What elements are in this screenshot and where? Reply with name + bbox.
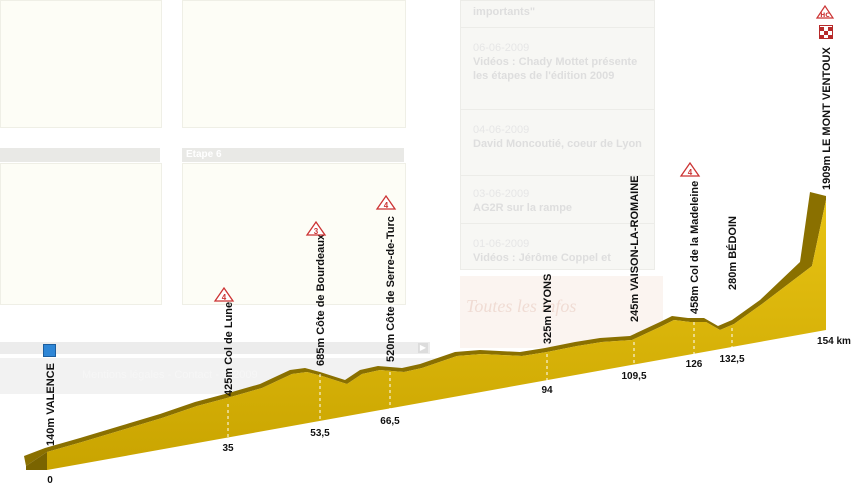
stage-thumbnail[interactable]	[0, 163, 162, 305]
promo-text: Toutes les infos	[466, 296, 577, 316]
news-date: 03-06-2009	[473, 188, 530, 200]
km-label: 0	[47, 475, 53, 486]
news-item[interactable]: 03-06-2009 AG2R sur la rampe	[461, 183, 654, 224]
waypoint-label: 1909m LE MONT VENTOUX	[821, 47, 833, 190]
hc-climb-icon: HC	[815, 5, 835, 19]
climb-category-label: 4	[384, 201, 389, 210]
climb-category-icon: 4	[375, 194, 397, 210]
news-item[interactable]: importants"	[461, 1, 654, 28]
news-title: AG2R sur la rampe	[473, 202, 573, 214]
news-date: 06-06-2009	[473, 42, 530, 54]
promo-banner[interactable]: Toutes les infos	[460, 276, 663, 348]
finish-flag-icon	[819, 25, 833, 39]
waypoint-label: 245m VAISON-LA-ROMAINE	[629, 176, 641, 322]
stage-thumbnail[interactable]	[0, 0, 162, 128]
news-title: Vidéos : Chady Mottet présente les étape…	[473, 56, 638, 82]
waypoint-label: 685m Côte de Bourdeaux	[315, 233, 327, 366]
km-label: 94	[541, 385, 553, 396]
horizontal-scrollbar[interactable]	[0, 342, 430, 354]
waypoint-label: 140m VALENCE	[45, 363, 57, 446]
news-item[interactable]: 04-06-2009 David Moncoutié, coeur de Lyo…	[461, 119, 654, 176]
km-label: 109,5	[621, 371, 646, 382]
start-flag-icon	[43, 344, 56, 357]
climb-category-icon: 4	[679, 161, 701, 177]
news-date: 01-06-2009	[473, 238, 530, 250]
km-label: 126	[686, 359, 703, 370]
climb-category-label: 3	[314, 227, 319, 236]
stage-thumbnail[interactable]	[182, 0, 406, 128]
news-date: 04-06-2009	[473, 124, 530, 136]
news-title: David Moncoutié, coeur de Lyon	[473, 138, 642, 150]
profile-front-face	[47, 200, 826, 470]
climb-category-label: 4	[688, 168, 693, 177]
news-item[interactable]: 01-06-2009 Vidéos : Jérôme Coppel et	[461, 235, 654, 268]
waypoint-label: 458m Col de la Madeleine	[689, 181, 701, 314]
km-label: 53,5	[310, 428, 330, 439]
news-title: Vidéos : Jérôme Coppel et	[473, 252, 611, 264]
stage-thumbnail[interactable]	[182, 163, 406, 305]
profile-top-face	[24, 192, 826, 466]
km-label: 66,5	[380, 416, 400, 427]
scroll-right-arrow-icon[interactable]: ▶	[418, 343, 428, 353]
stage-thumbnail-header: Etape 6	[182, 148, 404, 162]
waypoint-label: 280m BÉDOIN	[726, 216, 739, 290]
climb-category-label: 4	[222, 293, 227, 302]
waypoint-label: 425m Col de Lunel	[223, 299, 235, 396]
news-item[interactable]: 06-06-2009 Vidéos : Chady Mottet présent…	[461, 37, 654, 110]
km-label: 132,5	[719, 354, 744, 365]
profile-side-face	[26, 452, 47, 470]
km-label: 35	[222, 443, 234, 454]
climb-category-icon: 3	[305, 220, 327, 236]
news-list: importants" 06-06-2009 Vidéos : Chady Mo…	[460, 0, 655, 270]
km-label: 154 km	[817, 336, 851, 347]
climb-category-icon: 4	[213, 286, 235, 302]
waypoint-label: 520m Côte de Serre-de-Turc	[385, 216, 397, 362]
stage-thumbnail-header	[0, 148, 160, 162]
news-title: importants"	[473, 6, 536, 18]
footer-links[interactable]: Mentions légales - Contact - © 2009	[82, 369, 258, 381]
waypoint-label: 325m NYONS	[542, 274, 554, 344]
finish-checker-icon	[820, 27, 832, 39]
svg-text:HC: HC	[820, 12, 830, 19]
